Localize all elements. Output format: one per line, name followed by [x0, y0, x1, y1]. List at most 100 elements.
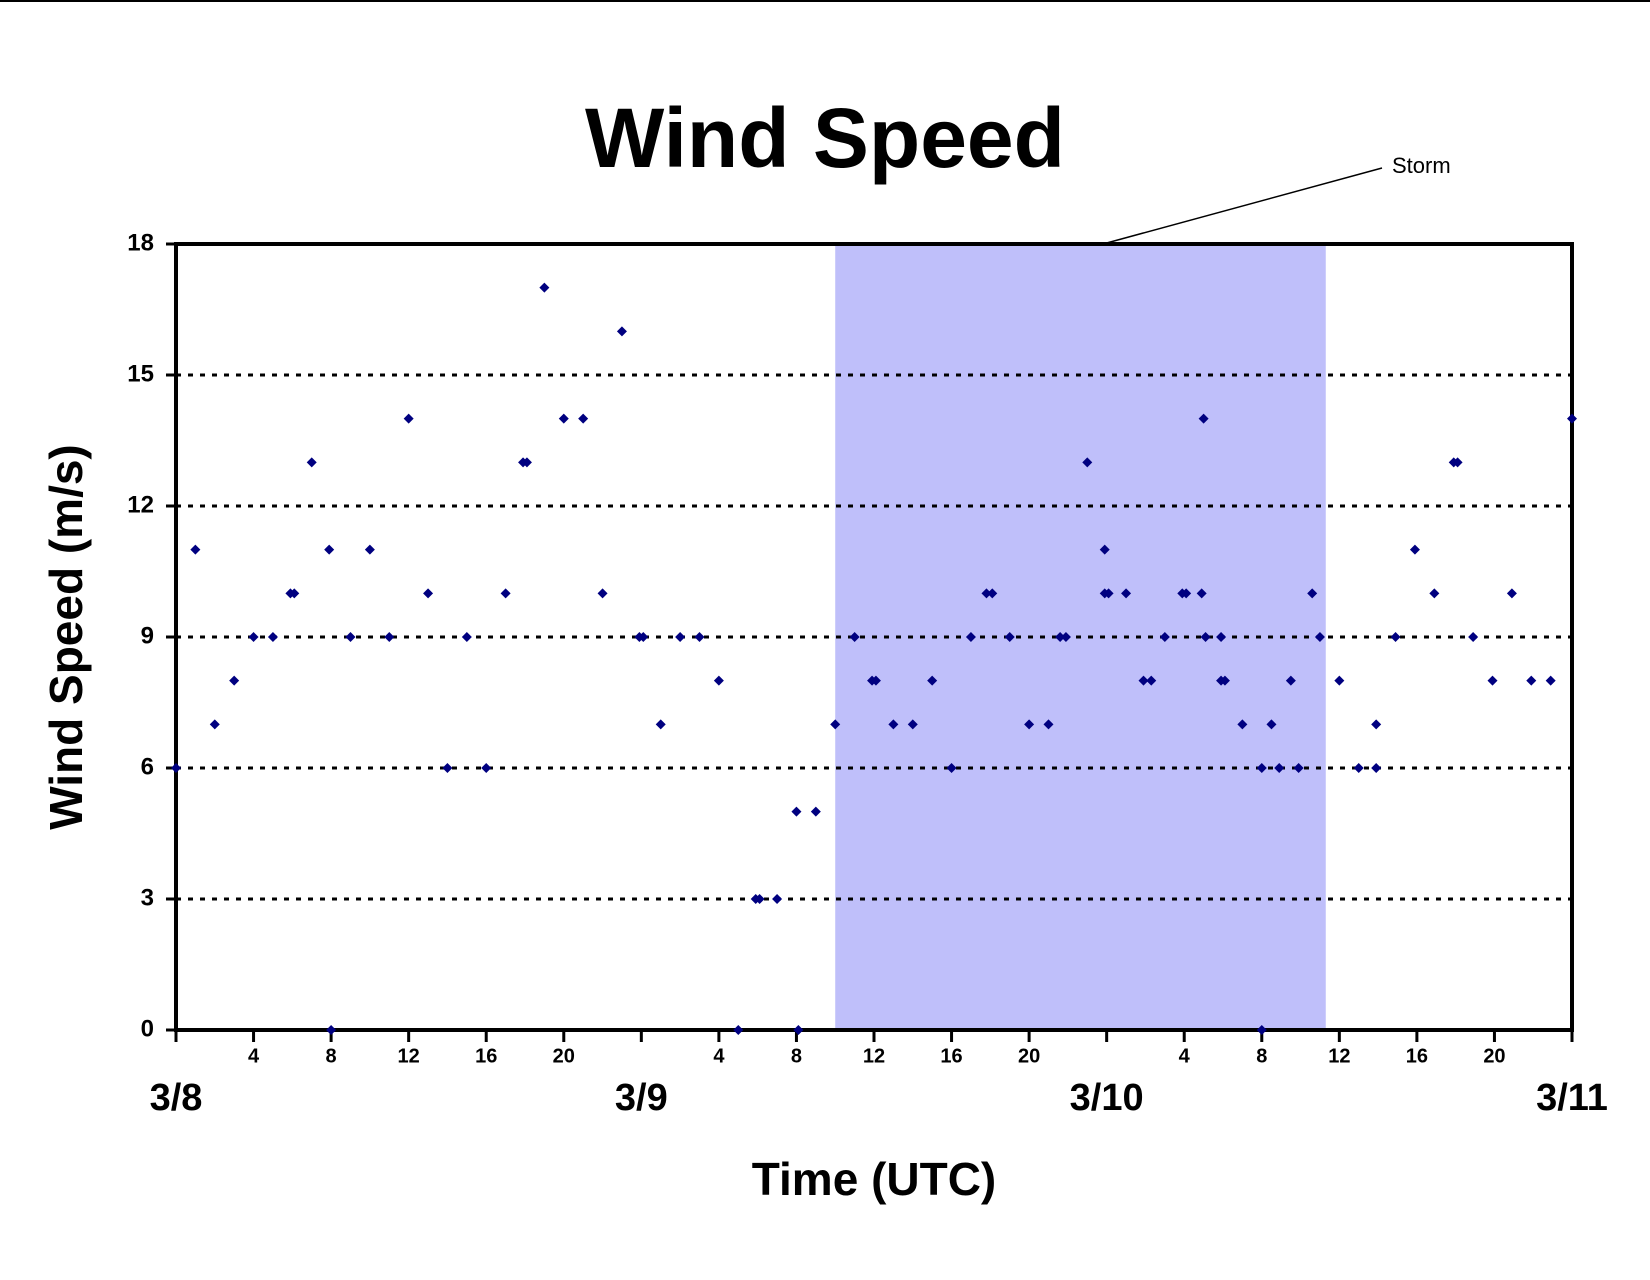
- point: [461, 632, 472, 642]
- point: [364, 544, 375, 555]
- point: [384, 632, 395, 642]
- point: [326, 1025, 337, 1035]
- point: [927, 675, 938, 686]
- point: [248, 632, 259, 642]
- point: [870, 675, 881, 686]
- point: [1159, 632, 1170, 642]
- y-tick-label: 0: [141, 1015, 154, 1042]
- point: [171, 763, 181, 773]
- y-tick-label: 3: [141, 884, 154, 911]
- point: [1409, 544, 1420, 555]
- point: [1138, 675, 1149, 686]
- point: [1082, 457, 1093, 468]
- point: [442, 763, 453, 773]
- x-day-label: 3/10: [1070, 1077, 1144, 1119]
- point: [1196, 588, 1207, 599]
- point: [1353, 763, 1364, 773]
- point: [772, 894, 783, 904]
- point: [1200, 632, 1211, 642]
- x-tick-label: 12: [863, 1045, 885, 1067]
- point: [888, 719, 899, 730]
- point: [558, 413, 569, 424]
- point: [1314, 632, 1325, 642]
- x-day-label: 3/11: [1536, 1077, 1608, 1119]
- y-tick-label: 18: [127, 229, 154, 256]
- y-tick-label: 6: [141, 753, 154, 780]
- point: [1468, 632, 1479, 642]
- point: [578, 413, 589, 424]
- point: [1219, 675, 1230, 686]
- point: [539, 282, 550, 293]
- x-tick-label: 12: [1328, 1045, 1350, 1067]
- point: [229, 675, 240, 686]
- point: [830, 719, 841, 730]
- point: [733, 1025, 744, 1035]
- x-tick-label: 4: [248, 1045, 260, 1067]
- point: [1024, 719, 1035, 730]
- point: [849, 632, 860, 642]
- point: [1004, 632, 1015, 642]
- point: [267, 632, 278, 642]
- x-tick-label: 16: [1406, 1045, 1428, 1067]
- y-axis-title: Wind Speed (m/s): [40, 444, 92, 830]
- x-tick-label: 20: [1018, 1045, 1040, 1067]
- x-tick-label: 12: [398, 1045, 420, 1067]
- point: [965, 632, 976, 642]
- plot-frame: [174, 242, 1574, 1032]
- point: [713, 675, 724, 686]
- point: [1055, 632, 1066, 642]
- point: [1526, 675, 1537, 686]
- point: [190, 544, 201, 555]
- x-day-label: 3/9: [615, 1077, 668, 1119]
- point: [1506, 588, 1517, 599]
- x-day-label: 3/8: [150, 1077, 203, 1119]
- point: [694, 632, 705, 642]
- y-tick-label: 9: [141, 622, 154, 649]
- point: [754, 894, 765, 904]
- point: [1099, 544, 1110, 555]
- point: [1060, 632, 1071, 642]
- point: [481, 763, 492, 773]
- point: [324, 544, 335, 555]
- point: [597, 588, 608, 599]
- x-tick-label: 8: [791, 1045, 802, 1067]
- point: [616, 326, 627, 337]
- x-tick-label: 20: [553, 1045, 575, 1067]
- x-tick-label: 8: [326, 1045, 337, 1067]
- chart-title: Wind Speed: [585, 91, 1065, 185]
- point: [1307, 588, 1318, 599]
- point: [981, 588, 992, 599]
- point: [655, 719, 666, 730]
- x-tick-label: 8: [1256, 1045, 1267, 1067]
- point: [1146, 675, 1157, 686]
- point: [946, 763, 957, 773]
- point: [675, 632, 686, 642]
- point: [306, 457, 317, 468]
- point: [1198, 413, 1209, 424]
- x-tick-label: 16: [475, 1045, 497, 1067]
- point: [403, 413, 414, 424]
- x-axis-title: Time (UTC): [752, 1153, 997, 1205]
- point: [423, 588, 434, 599]
- point: [1545, 675, 1556, 686]
- point: [1256, 763, 1267, 773]
- annotation-line: [1102, 167, 1383, 245]
- point: [1487, 675, 1498, 686]
- point: [1274, 763, 1285, 773]
- point: [289, 588, 300, 599]
- point: [987, 588, 998, 599]
- point: [907, 719, 918, 730]
- point: [1121, 588, 1132, 599]
- point: [1334, 675, 1345, 686]
- point: [1429, 588, 1440, 599]
- point: [1216, 632, 1227, 642]
- point: [500, 588, 511, 599]
- point: [1043, 719, 1054, 730]
- point: [1266, 719, 1277, 730]
- point: [209, 719, 220, 730]
- point: [1256, 1025, 1267, 1035]
- x-tick-label: 16: [940, 1045, 962, 1067]
- y-tick-label: 12: [127, 491, 154, 518]
- point: [1237, 719, 1248, 730]
